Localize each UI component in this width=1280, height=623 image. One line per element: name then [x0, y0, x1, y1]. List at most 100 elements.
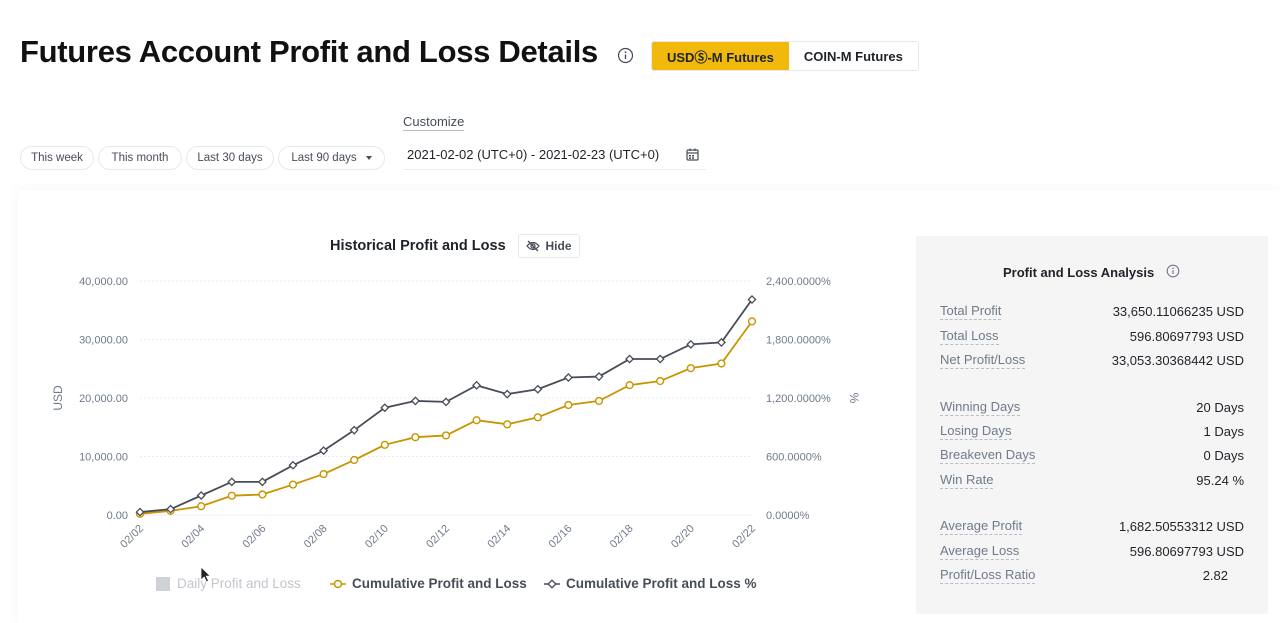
average-loss-label[interactable]: Average Loss — [940, 542, 1020, 560]
x-tick-label: 02/06 — [241, 523, 269, 551]
y-axis-title: USD — [51, 385, 65, 411]
average-profit-value: 1,682.50553312 USD — [1118, 518, 1244, 534]
pct-point — [594, 372, 604, 382]
winning-days-label[interactable]: Winning Days — [940, 398, 1021, 416]
y2-tick-label: 1,800.0000% — [766, 335, 831, 347]
this-month-button[interactable]: This month — [98, 146, 182, 170]
x-tick-label: 02/22 — [730, 523, 758, 551]
x-tick-label: 02/04 — [179, 523, 207, 551]
breakeven-days-label[interactable]: Breakeven Days — [940, 446, 1036, 464]
y-tick-label: 10,000.00 — [79, 452, 128, 464]
pct-point — [502, 389, 512, 399]
pnl-point — [472, 416, 481, 425]
net-pnl-label[interactable]: Net Profit/Loss — [940, 351, 1026, 369]
pnl-chart: 0.00 10,000.00 20,000.00 30,000.00 40,000.00… — [51, 276, 860, 551]
tab-coinm-futures[interactable]: COIN-M Futures — [788, 42, 918, 70]
y2-axis-title: % — [847, 393, 860, 404]
losing-days-label[interactable]: Losing Days — [940, 422, 1012, 440]
info-icon[interactable] — [1166, 264, 1180, 278]
row-average-loss: Average Loss 596.80697793 USD — [940, 541, 1244, 561]
pct-point — [533, 384, 543, 394]
pct-point — [227, 477, 237, 487]
row-average-profit: Average Profit 1,682.50553312 USD — [940, 516, 1244, 536]
pnl-point — [594, 396, 604, 406]
x-tick-label: 02/02 — [118, 523, 146, 551]
pnl-point — [197, 502, 206, 511]
last-90-days-dropdown[interactable]: Last 90 days — [278, 146, 385, 170]
date-range-value: 2021-02-02 (UTC+0) - 2021-02-23 (UTC+0) — [407, 147, 660, 162]
pnl-point — [350, 455, 359, 465]
pnl-point — [441, 431, 451, 440]
pct-point — [288, 460, 298, 470]
legend-cumulative-pnl[interactable]: Cumulative Profit and Loss — [330, 576, 527, 591]
pct-point — [716, 337, 726, 347]
row-winning-days: Winning Days 20 Days — [940, 397, 1244, 417]
info-icon[interactable] — [617, 47, 634, 64]
pnl-point — [564, 400, 573, 410]
pnl-point — [686, 364, 695, 373]
bar-swatch — [156, 576, 170, 591]
hide-label: Hide — [545, 239, 572, 253]
hide-chart-button[interactable]: Hide — [518, 234, 580, 258]
legend-marker-gold — [330, 579, 346, 588]
page-title: Futures Account Profit and Loss Details — [20, 34, 598, 69]
pnl-point — [258, 490, 267, 499]
x-tick-label: 02/20 — [669, 523, 697, 551]
pct-point — [563, 373, 573, 383]
win-rate-label[interactable]: Win Rate — [940, 471, 994, 489]
customize-link[interactable]: Customize — [403, 114, 465, 131]
pnl-point — [380, 440, 389, 449]
pnl-point — [319, 469, 328, 479]
average-profit-label[interactable]: Average Profit — [940, 517, 1023, 535]
pnl-point — [288, 480, 298, 489]
y2-tick-label: 600.0000% — [766, 452, 822, 464]
y-tick-label: 40,000.00 — [79, 276, 128, 288]
x-tick-label: 02/10 — [363, 523, 391, 551]
x-tick-label: 02/08 — [302, 523, 330, 551]
row-win-rate: Win Rate 95.24 % — [940, 470, 1244, 490]
y2-tick-label: 2,400.0000% — [766, 276, 831, 288]
pct-point — [196, 490, 206, 501]
legend-label: Cumulative Profit and Loss — [352, 576, 527, 591]
pnl-point — [747, 317, 757, 326]
this-week-button[interactable]: This week — [20, 146, 94, 170]
row-pnl-ratio: Profit/Loss Ratio 2.82 — [940, 565, 1244, 585]
y-tick-label: 20,000.00 — [79, 393, 128, 405]
last-90-days-label: Last 90 days — [291, 152, 357, 164]
last-30-days-button[interactable]: Last 30 days — [186, 146, 274, 170]
pct-point — [380, 403, 390, 413]
legend-label: Cumulative Profit and Loss % — [566, 576, 757, 591]
row-total-profit: Total Profit 33,650.11066235 USD — [940, 301, 1244, 321]
pct-point — [410, 396, 420, 406]
legend-daily-pnl[interactable]: Daily Profit and Loss — [156, 576, 301, 591]
pnl-point — [503, 420, 512, 429]
pnl-point — [717, 359, 726, 368]
pnl-point — [227, 491, 236, 500]
cursor-icon — [200, 566, 212, 583]
legend-marker-dark — [544, 578, 560, 589]
row-losing-days: Losing Days 1 Days — [940, 421, 1244, 441]
total-profit-value: 33,650.11066235 USD — [1112, 303, 1244, 319]
legend-label: Daily Profit and Loss — [177, 576, 301, 591]
row-total-loss: Total Loss 596.80697793 USD — [940, 326, 1244, 346]
pct-point — [166, 504, 176, 514]
total-loss-value: 596.80697793 USD — [1129, 328, 1244, 344]
total-profit-label[interactable]: Total Profit — [940, 302, 1002, 320]
pnl-ratio-label[interactable]: Profit/Loss Ratio — [940, 566, 1036, 584]
net-pnl-value: 33,053.30368442 USD — [1111, 352, 1244, 368]
pnl-point — [625, 381, 634, 390]
total-loss-label[interactable]: Total Loss — [940, 327, 999, 345]
pct-point — [625, 354, 635, 364]
pnl-point — [656, 376, 665, 386]
legend-cumulative-pnl-pct[interactable]: Cumulative Profit and Loss % — [544, 576, 757, 591]
y2-tick-label: 1,200.0000% — [766, 393, 831, 405]
chart-title: Historical Profit and Loss — [330, 238, 506, 254]
losing-days-value: 1 Days — [1203, 423, 1244, 439]
chevron-down-icon — [365, 156, 372, 160]
breakeven-days-value: 0 Days — [1203, 447, 1244, 463]
pct-point — [349, 425, 359, 435]
date-range-picker[interactable]: 2021-02-02 (UTC+0) - 2021-02-23 (UTC+0) — [403, 140, 706, 170]
x-tick-label: 02/18 — [608, 523, 636, 551]
tab-usdm-futures[interactable]: USDⓈ-M Futures — [652, 42, 789, 70]
win-rate-value: 95.24 % — [1196, 472, 1244, 488]
